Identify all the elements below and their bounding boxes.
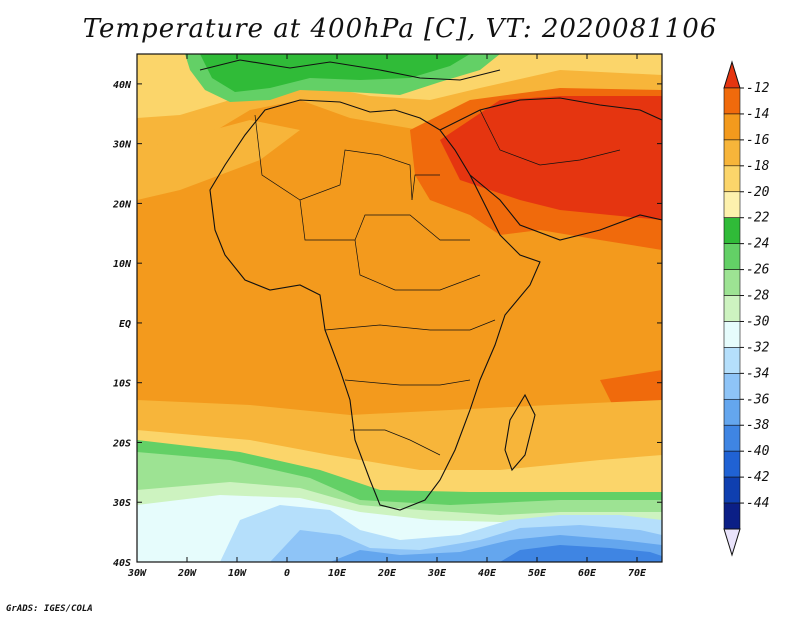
colorbar-label: -36	[746, 392, 770, 407]
lat-label: 30S	[112, 498, 131, 509]
country-borders	[254, 109, 621, 456]
lat-label: 40N	[113, 80, 132, 91]
lat-label: 10S	[113, 379, 131, 390]
colorbar-label: -16	[746, 133, 770, 148]
colorbar-label: -42	[746, 470, 770, 485]
lat-label: 20N	[112, 199, 132, 210]
colorbar-label: -34	[746, 366, 769, 381]
colorbar-label: -44	[746, 496, 769, 511]
colorbar-box	[723, 165, 741, 193]
colorbar-label: -40	[746, 444, 770, 459]
colorbar-box	[723, 243, 741, 270]
colorbar-box	[723, 321, 741, 348]
lat-label: EQ	[119, 319, 131, 330]
colorbar-box	[723, 476, 741, 504]
colorbar-box	[723, 398, 741, 426]
colorbar-label: -24	[746, 237, 769, 252]
colorbar-label: -20	[746, 185, 770, 200]
lon-label: 70E	[628, 568, 647, 579]
colorbar-box	[723, 113, 741, 141]
colorbar-label: -26	[746, 263, 770, 278]
temperature-field	[137, 54, 662, 562]
colorbar-box	[723, 373, 741, 400]
field-south-38	[500, 545, 662, 562]
colorbar-label: -14	[746, 107, 769, 122]
colorbar-label: -38	[746, 418, 770, 433]
colorbar-box	[723, 217, 741, 244]
credit-label: GrADS: IGES/COLA	[6, 604, 93, 614]
lat-labels: 40N 30N 20N 10N EQ 10S 20S 30S 40S	[112, 80, 132, 569]
colorbar-label: -28	[746, 289, 770, 304]
colorbar-label: -18	[746, 159, 770, 174]
colorbar-top-arrow	[723, 60, 741, 89]
lat-label: 30N	[112, 140, 132, 151]
colorbar-box	[723, 450, 741, 478]
lon-label: 20E	[377, 568, 397, 579]
lon-label: 20W	[177, 568, 197, 579]
colorbar-bottom-arrow	[723, 528, 741, 557]
field-west-band	[137, 120, 300, 200]
lon-label: 40E	[478, 568, 497, 579]
lon-label: 0	[284, 568, 290, 579]
lat-label: 10N	[113, 259, 132, 270]
colorbar: -12 -14 -16 -18 -20 -22 -24 -26 -28 -30 -32 -34 -36 -…	[723, 60, 770, 557]
lon-label: 30W	[127, 568, 147, 579]
colorbar-box	[723, 502, 741, 530]
lat-label: 20S	[112, 438, 131, 449]
plot-frame	[136, 53, 663, 563]
lon-label: 60E	[578, 568, 597, 579]
colorbar-box	[723, 191, 741, 219]
field-warm-12	[440, 96, 662, 220]
colorbar-label: -32	[746, 340, 770, 355]
colorbar-box	[723, 347, 741, 374]
lon-label: 50E	[528, 568, 547, 579]
lon-label: 10W	[228, 568, 247, 579]
colorbar-label: -30	[746, 314, 770, 329]
colorbar-box	[723, 87, 741, 115]
colorbar-box	[723, 295, 741, 322]
axis-ticks	[136, 54, 662, 563]
field-green-north-dark	[200, 54, 470, 92]
lon-label: 30E	[427, 568, 447, 579]
colorbar-label: -12	[746, 81, 770, 96]
lon-label: 10E	[328, 568, 347, 579]
lat-label: 40S	[113, 558, 131, 569]
colorbar-box	[723, 139, 741, 167]
colorbar-box	[723, 269, 741, 296]
colorbar-label: -22	[746, 211, 770, 226]
colorbar-box	[723, 424, 741, 452]
lon-labels: 30W 20W 10W 0 10E 20E 30E 40E 50E 60E 70E	[127, 568, 647, 579]
map-title: Temperature at 400hPa [C], VT: 202008110…	[82, 14, 718, 44]
